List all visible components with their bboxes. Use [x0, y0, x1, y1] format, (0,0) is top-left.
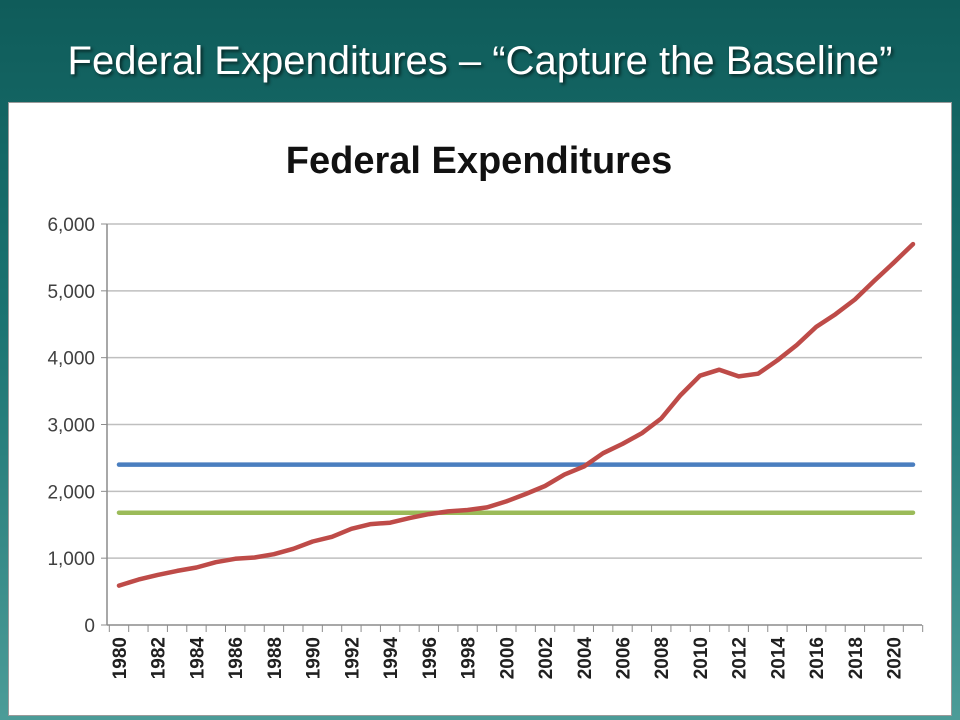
- x-tick-label: 2006: [614, 637, 635, 679]
- y-tick-label: 2,000: [47, 482, 95, 503]
- x-tick-label: 1988: [265, 637, 286, 679]
- x-tick-label: 2012: [730, 637, 751, 679]
- x-tick-label: 1980: [110, 637, 131, 679]
- x-tick-label: 1986: [226, 637, 247, 679]
- chart-area: 0 1,000 2,000 3,000 4,000 5,000 6,000 1980 1982…: [8, 102, 952, 716]
- x-tick-label: 1992: [342, 637, 363, 679]
- series-line-expenditures: [116, 241, 916, 588]
- x-tick-label: 1990: [304, 637, 325, 679]
- x-tick-label: 1994: [381, 637, 402, 680]
- y-tick-label: 5,000: [47, 282, 95, 303]
- y-tick-label: 0: [84, 616, 95, 637]
- y-tick-label: 1,000: [47, 549, 95, 570]
- x-tick-label: 1996: [420, 637, 441, 679]
- x-tick-label: 2018: [846, 637, 867, 679]
- x-tick-label: 2014: [768, 637, 789, 680]
- y-tick-labels: 0 1,000 2,000 3,000 4,000 5,000 6,000: [47, 215, 95, 637]
- x-tick-label: 2016: [807, 637, 828, 679]
- x-tick-labels: 1980 1982 1984 1986 1988 1990 1992 1994 1996 1998…: [110, 637, 906, 680]
- series-lines: [116, 241, 916, 588]
- y-tick-label: 3,000: [47, 416, 95, 437]
- x-tick-label: 2020: [885, 637, 906, 679]
- y-tick-label: 6,000: [47, 215, 95, 236]
- y-tick-label: 4,000: [47, 349, 95, 370]
- x-tick-label: 1982: [149, 637, 170, 679]
- line-chart: 0 1,000 2,000 3,000 4,000 5,000 6,000 1980 1982…: [47, 140, 924, 680]
- x-tick-label: 2000: [497, 637, 518, 679]
- axes: [101, 223, 924, 632]
- x-tick-label: 1998: [459, 637, 480, 679]
- x-tick-label: 2010: [691, 637, 712, 679]
- x-tick-label: 2002: [536, 637, 557, 679]
- slide-title: Federal Expenditures – “Capture the Base…: [67, 39, 893, 83]
- gridlines: [107, 223, 922, 559]
- x-tick-label: 2004: [575, 637, 596, 680]
- chart-title: Federal Expenditures: [286, 140, 672, 182]
- x-tick-label: 1984: [187, 637, 208, 680]
- x-tick-label: 2008: [652, 637, 673, 679]
